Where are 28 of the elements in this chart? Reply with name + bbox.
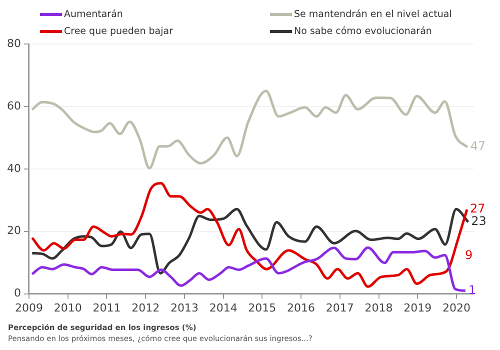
- y-tick-label: 0: [14, 286, 21, 300]
- x-tick-label: 2010: [54, 301, 82, 314]
- x-tick-label: 2009: [14, 301, 43, 314]
- data-label: 47: [470, 139, 486, 154]
- x-tick-label: 2020: [442, 301, 471, 314]
- x-tick-label: 2012: [132, 301, 160, 314]
- legend-label: Se mantendrán en el nivel actual: [294, 9, 452, 20]
- y-tick-label: 20: [6, 224, 21, 238]
- x-tick-label: 2018: [364, 301, 393, 314]
- legend-label: Cree que pueden bajar: [64, 26, 173, 37]
- x-tick-label: 2011: [92, 301, 121, 314]
- legend-label: No sabe cómo evolucionarán: [294, 26, 432, 37]
- line-series: [30, 246, 467, 292]
- y-tick-label: 80: [6, 36, 21, 50]
- data-label: 1: [468, 282, 476, 297]
- y-tick-label: 40: [6, 162, 21, 175]
- legend-label: Aumentarán: [64, 9, 123, 20]
- x-tick-label: 2016: [287, 301, 316, 314]
- y-tick-label: 60: [6, 99, 21, 112]
- x-tick-label: 2013: [170, 301, 198, 314]
- data-label: 23: [471, 214, 486, 228]
- x-tick-label: 2019: [404, 301, 432, 314]
- data-label: 27: [470, 202, 486, 216]
- line-series: [30, 90, 469, 170]
- x-tick-label: 2015: [248, 301, 276, 314]
- x-tick-label: 2014: [209, 301, 238, 314]
- x-tick-label: 2017: [326, 301, 354, 314]
- annotation: 9: [465, 248, 473, 262]
